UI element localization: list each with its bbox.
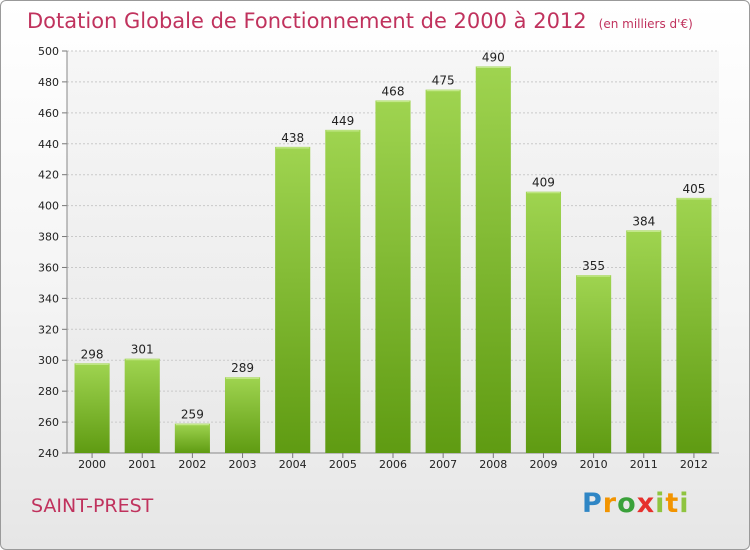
y-tick-label: 480 bbox=[38, 76, 59, 89]
bar-2012 bbox=[676, 197, 712, 453]
data-label-2012: 405 bbox=[682, 182, 705, 196]
bar-2010 bbox=[576, 275, 612, 453]
x-tick-label-2011: 2011 bbox=[630, 458, 658, 471]
y-tick-label: 320 bbox=[38, 323, 59, 336]
data-label-2011: 384 bbox=[632, 214, 655, 228]
x-tick-label-2012: 2012 bbox=[680, 458, 708, 471]
bar-2007 bbox=[425, 89, 461, 454]
bar-2004 bbox=[275, 146, 311, 453]
data-label-2009: 409 bbox=[532, 176, 555, 190]
y-tick-label: 380 bbox=[38, 231, 59, 244]
plot-area: 240 260 280 300 320 340 360 380 400 420 440 460 480 5… bbox=[38, 45, 719, 471]
data-label-2007: 475 bbox=[432, 74, 455, 88]
x-tick-label-2004: 2004 bbox=[279, 458, 307, 471]
data-label-2002: 259 bbox=[181, 408, 204, 422]
x-tick-label-2000: 2000 bbox=[78, 458, 106, 471]
proxiti-logo: Proxiti bbox=[582, 488, 690, 519]
bar-2001 bbox=[124, 358, 160, 453]
x-tick-label-2003: 2003 bbox=[229, 458, 257, 471]
data-label-2005: 449 bbox=[331, 114, 354, 128]
x-tick-label-2005: 2005 bbox=[329, 458, 357, 471]
bar-2008 bbox=[475, 66, 511, 453]
data-label-2001: 301 bbox=[131, 343, 154, 357]
y-tick-label: 420 bbox=[38, 169, 59, 182]
x-tick-label-2007: 2007 bbox=[429, 458, 457, 471]
data-label-2003: 289 bbox=[231, 361, 254, 375]
y-tick-label: 400 bbox=[38, 200, 59, 213]
x-tick-label-2009: 2009 bbox=[529, 458, 557, 471]
x-tick-label-2001: 2001 bbox=[128, 458, 156, 471]
x-tick-label-2008: 2008 bbox=[479, 458, 507, 471]
bar-2011 bbox=[626, 230, 662, 453]
y-tick-label: 340 bbox=[38, 292, 59, 305]
x-tick-label-2010: 2010 bbox=[580, 458, 608, 471]
bar-2000 bbox=[74, 363, 110, 453]
x-tick-label-2002: 2002 bbox=[178, 458, 206, 471]
y-tick-label: 300 bbox=[38, 354, 59, 367]
bar-2009 bbox=[525, 191, 562, 453]
chart-title: Dotation Globale de Fonctionnement de 20… bbox=[27, 9, 587, 33]
chart-title-block: Dotation Globale de Fonctionnement de 20… bbox=[27, 9, 693, 33]
data-label-2008: 490 bbox=[482, 50, 505, 64]
data-label-2004: 438 bbox=[281, 131, 304, 145]
bar-2003 bbox=[224, 377, 261, 453]
y-tick-label: 440 bbox=[38, 138, 59, 151]
y-tick-label: 500 bbox=[38, 45, 59, 58]
y-tick-label: 240 bbox=[38, 447, 59, 460]
commune-name: SAINT-PREST bbox=[31, 495, 154, 517]
bar-2002 bbox=[174, 423, 210, 453]
y-tick-label: 460 bbox=[38, 107, 59, 120]
data-label-2006: 468 bbox=[382, 84, 405, 98]
chart-unit-note: (en milliers d'€) bbox=[598, 17, 693, 31]
y-tick-label: 260 bbox=[38, 416, 59, 429]
x-tick-label-2006: 2006 bbox=[379, 458, 407, 471]
y-tick-label: 360 bbox=[38, 261, 59, 274]
data-label-2010: 355 bbox=[582, 259, 605, 273]
data-label-2000: 298 bbox=[81, 347, 104, 361]
y-tick-label: 280 bbox=[38, 385, 59, 398]
bar-2005 bbox=[325, 129, 361, 453]
bar-2006 bbox=[375, 100, 411, 453]
